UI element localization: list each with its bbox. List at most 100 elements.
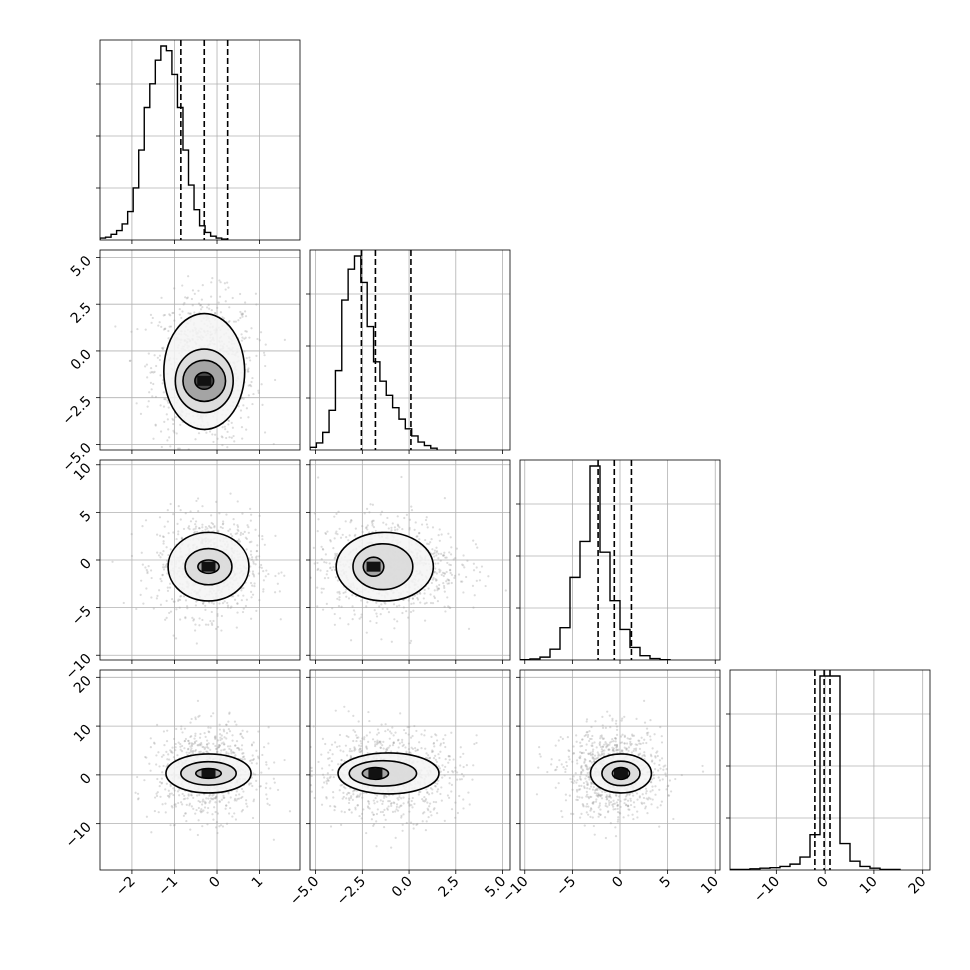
scatter-point [158, 534, 162, 537]
scatter-point [475, 579, 478, 582]
scatter-point [276, 788, 280, 792]
scatter-point [191, 289, 195, 292]
scatter-point [372, 526, 376, 529]
contour-line [335, 531, 435, 602]
scatter-point [154, 395, 158, 398]
scatter-point [160, 445, 163, 449]
scatter-point [169, 785, 172, 788]
scatter-point [381, 607, 384, 610]
scatter-point [178, 788, 181, 791]
scatter-point [379, 810, 382, 814]
scatter-point [446, 561, 449, 565]
scatter-point [245, 537, 249, 540]
scatter-point [197, 799, 200, 803]
scatter-point [239, 533, 242, 537]
scatter-point [178, 447, 181, 450]
scatter-point [150, 388, 153, 391]
scatter-point [637, 754, 640, 757]
scatter-point [405, 750, 408, 753]
scatter-point [416, 749, 419, 752]
scatter-point [394, 810, 397, 813]
scatter-point [192, 796, 195, 799]
scatter-point [425, 756, 428, 759]
scatter-point [448, 796, 451, 799]
scatter-point [472, 764, 475, 767]
scatter-point [588, 778, 591, 781]
scatter-point [432, 552, 435, 555]
scatter-point [344, 520, 347, 523]
scatter-point [347, 791, 350, 794]
scatter-point [382, 796, 386, 799]
scatter-point [155, 763, 158, 766]
scatter-point [262, 588, 265, 591]
scatter-point [187, 794, 190, 797]
scatter-point [243, 530, 246, 533]
scatter-point [360, 742, 363, 745]
scatter-point [194, 716, 197, 719]
scatter-point [149, 381, 153, 384]
scatter-point [184, 797, 187, 800]
scatter-point [204, 608, 207, 611]
scatter-point [432, 576, 435, 579]
scatter-point [242, 752, 245, 755]
scatter-point [409, 821, 413, 824]
scatter-point [167, 789, 170, 792]
scatter-point [199, 308, 203, 311]
scatter-point [619, 805, 622, 809]
scatter-point [376, 800, 379, 803]
scatter-point [182, 798, 185, 801]
histogram-step [100, 45, 228, 240]
scatter-point [248, 356, 251, 359]
scatter-point [219, 311, 223, 314]
scatter-point [338, 617, 342, 620]
scatter-point [221, 526, 224, 530]
scatter-point [430, 538, 433, 541]
scatter-point [337, 604, 341, 608]
scatter-point [190, 742, 193, 745]
scatter-point [207, 525, 211, 528]
scatter-point [351, 798, 354, 802]
scatter-point [160, 782, 163, 785]
scatter-point [222, 522, 225, 525]
scatter-point [214, 797, 217, 800]
scatter-point [435, 760, 438, 763]
scatter-point [233, 797, 237, 800]
scatter-point [385, 795, 388, 798]
scatter-point [448, 606, 451, 609]
scatter-point [157, 324, 160, 327]
scatter-point [376, 733, 379, 736]
scatter-point [169, 314, 172, 317]
scatter-point [199, 809, 202, 813]
scatter-point [211, 794, 214, 797]
scatter-point [424, 538, 427, 542]
scatter-point [382, 747, 385, 750]
scatter-point [250, 590, 253, 593]
scatter-point [173, 319, 176, 322]
scatter-point [360, 616, 363, 619]
scatter-point [145, 815, 149, 818]
scatter-point [136, 792, 140, 795]
scatter-point [249, 565, 252, 568]
scatter-point [599, 794, 602, 797]
scatter-point [645, 727, 649, 730]
scatter-point [253, 582, 256, 585]
scatter-point [409, 610, 413, 614]
scatter-point [443, 572, 446, 575]
scatter-point [614, 794, 618, 797]
scatter-point [321, 767, 324, 770]
scatter-point [210, 715, 213, 718]
scatter-point [581, 768, 584, 771]
scatter-point [195, 642, 198, 645]
scatter-point [413, 802, 416, 805]
scatter-point [352, 609, 356, 612]
scatter-point [201, 798, 205, 801]
scatter-point [338, 733, 342, 737]
scatter-point [411, 806, 414, 809]
scatter-point [245, 428, 248, 431]
scatter-point [447, 761, 450, 764]
scatter-point [454, 766, 457, 769]
scatter-point [360, 744, 363, 748]
scatter-point [609, 726, 612, 729]
scatter-point [434, 784, 437, 788]
scatter-point [203, 732, 206, 735]
